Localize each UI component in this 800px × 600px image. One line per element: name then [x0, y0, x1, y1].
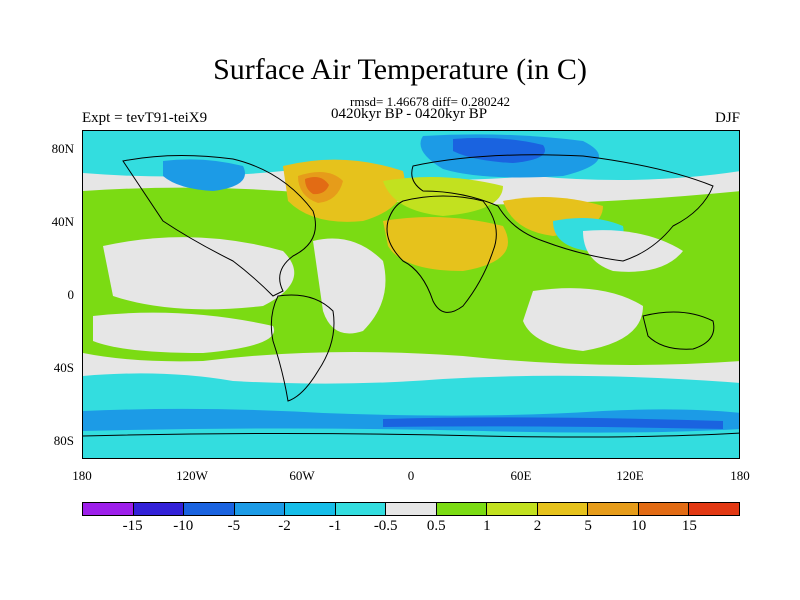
legend-swatch: [689, 503, 739, 515]
period-label: 0420kyr BP - 0420kyr BP: [330, 106, 488, 122]
legend-swatch: [83, 503, 134, 515]
plot-title: Surface Air Temperature (in C): [213, 53, 587, 86]
lon-label-180e: 180: [730, 468, 750, 483]
saharan-warm: [383, 217, 508, 271]
season-label: DJF: [714, 110, 740, 126]
legend-swatch: [184, 503, 235, 515]
north-atlantic-hottest: [305, 177, 329, 195]
coastlines: [83, 154, 739, 438]
asia-neutral: [583, 230, 683, 272]
legend-swatch: [386, 503, 437, 515]
antarctic-deep-band: [383, 417, 723, 429]
lon-label-120e: 120E: [616, 468, 644, 483]
antarctic-band-2: [83, 428, 739, 458]
legend-label: 2: [533, 518, 542, 534]
lon-label-60e: 60E: [510, 468, 532, 483]
legend-swatch: [335, 503, 387, 515]
legend-label: 1: [483, 518, 491, 534]
legend-swatch: [234, 503, 286, 515]
legend-swatch: [537, 503, 589, 515]
legend-swatch: [436, 503, 488, 515]
lon-label-120w: 120W: [176, 468, 208, 483]
legend-swatch: [487, 503, 538, 515]
legend-label: -1: [328, 518, 342, 534]
lat-label-80n: 80N: [51, 141, 74, 156]
legend-label: -15: [122, 518, 143, 534]
legend-label: -10: [173, 518, 194, 534]
north-america-cold: [163, 159, 245, 191]
legend-swatch: [133, 503, 185, 515]
lat-label-40n: 40N: [51, 214, 74, 229]
temperature-map: [82, 130, 740, 459]
indian-ocean-neutral: [523, 288, 643, 351]
lat-label-eq: 0: [67, 287, 75, 302]
legend-label: -0.5: [373, 518, 398, 534]
stats-line: rmsd= 1.46678 diff= 0.280242: [350, 94, 510, 109]
experiment-label: Expt = tevT91-teiX9: [82, 110, 208, 126]
legend-swatch: [588, 503, 639, 515]
lat-label-80s: 80S: [53, 433, 74, 448]
lon-label-180w: 180: [72, 468, 92, 483]
legend-label: -2: [278, 518, 291, 534]
legend-label: 15: [681, 518, 697, 534]
legend-label: 0.5: [426, 518, 446, 534]
legend-label: 10: [631, 518, 647, 534]
color-legend: [82, 502, 740, 516]
legend-label: -5: [227, 518, 241, 534]
lat-label-40s: 40S: [53, 360, 74, 375]
lon-label-0: 0: [407, 468, 415, 483]
legend-label: 5: [584, 518, 592, 534]
map-field: [83, 131, 739, 458]
pacific-neutral-patch: [103, 237, 295, 310]
legend-swatch: [638, 503, 690, 515]
lon-label-60w: 60W: [289, 468, 315, 483]
south-pacific-neutral: [93, 312, 275, 353]
legend-swatch: [285, 503, 336, 515]
